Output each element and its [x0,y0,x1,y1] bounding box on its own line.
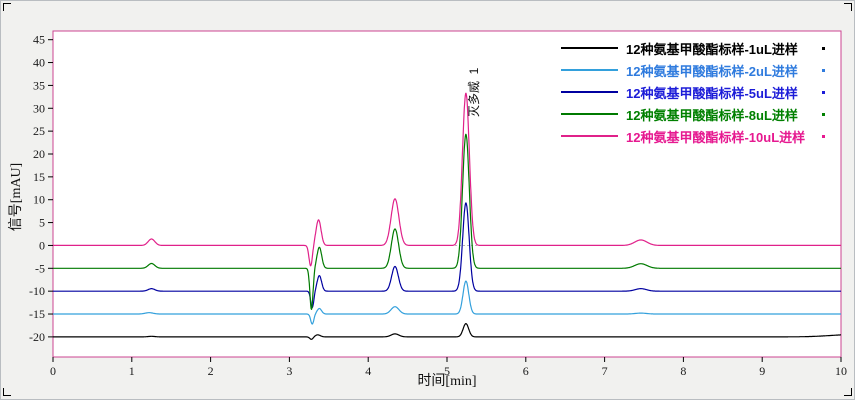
x-tick-label: 1 [129,364,135,378]
trace-8uL[interactable] [52,133,842,310]
y-tick-label: -10 [29,284,45,298]
x-tick-label: 4 [365,364,371,378]
selection-handle-bottom-right[interactable] [844,388,852,396]
legend-line-sample [561,91,618,93]
x-tick-label: 8 [680,364,686,378]
x-tick-label: 2 [208,364,214,378]
legend-item-2uL[interactable]: 12种氨基甲酸酯标样-2uL进样 [561,59,829,81]
x-tick-label: 6 [523,364,529,378]
x-tick-label: 3 [286,364,292,378]
x-tick-label: 5 [444,364,450,378]
trace-2uL[interactable] [52,280,842,325]
x-tick-label: 9 [759,364,765,378]
y-tick-label: 30 [33,101,45,115]
x-tick-label: 0 [50,364,56,378]
y-tick-label: 15 [33,170,45,184]
legend: 12种氨基甲酸酯标样-1uL进样 12种氨基甲酸酯标样-2uL进样 12种氨基甲酸酯… [561,37,829,147]
legend-marker-dot [822,112,825,116]
legend-label: 12种氨基甲酸酯标样-10uL进样 [626,129,806,145]
x-tick-label: 7 [602,364,608,378]
y-tick-label: 10 [33,193,45,207]
legend-label: 12种氨基甲酸酯标样-1uL进样 [626,41,798,57]
y-tick-label: -15 [29,307,45,321]
legend-marker-dot [822,68,825,72]
trace-10uL[interactable] [52,92,842,267]
y-tick-label: 45 [33,33,45,47]
y-tick-label: 0 [39,238,45,252]
y-axis-title: 信号[mAU] [9,162,24,232]
y-tick-label: 25 [33,124,45,138]
y-tick-label: 20 [33,147,45,161]
legend-item-8uL[interactable]: 12种氨基甲酸酯标样-8uL进样 [561,103,829,125]
y-tick-label: -20 [29,330,45,344]
trace-1uL[interactable] [52,323,842,340]
x-axis-title: 时间[min] [417,374,477,389]
peak-annotation: 灭多威 1 [467,67,481,117]
legend-line-sample [561,113,618,115]
legend-item-5uL[interactable]: 12种氨基甲酸酯标样-5uL进样 [561,81,829,103]
legend-marker-dot [822,46,825,50]
trace-5uL[interactable] [52,202,842,309]
legend-line-sample [561,135,618,137]
legend-line-sample [561,47,618,49]
legend-label: 12种氨基甲酸酯标样-2uL进样 [626,63,798,79]
y-tick-label: 40 [33,56,45,70]
selection-handle-top-left[interactable] [3,3,11,11]
legend-line-sample [561,69,618,71]
legend-label: 12种氨基甲酸酯标样-8uL进样 [626,107,798,123]
selection-handle-bottom-left[interactable] [3,388,11,396]
x-tick-label: 10 [835,364,847,378]
y-tick-label: -5 [35,261,45,275]
legend-marker-dot [822,134,825,138]
y-tick-label: 35 [33,78,45,92]
legend-item-10uL[interactable]: 12种氨基甲酸酯标样-10uL进样 [561,125,829,147]
plot-frame [52,30,842,358]
legend-marker-dot [822,90,825,94]
legend-item-1uL[interactable]: 12种氨基甲酸酯标样-1uL进样 [561,37,829,59]
legend-label: 12种氨基甲酸酯标样-5uL进样 [626,85,798,101]
y-tick-label: 5 [39,216,45,230]
selection-handle-top-right[interactable] [844,3,852,11]
